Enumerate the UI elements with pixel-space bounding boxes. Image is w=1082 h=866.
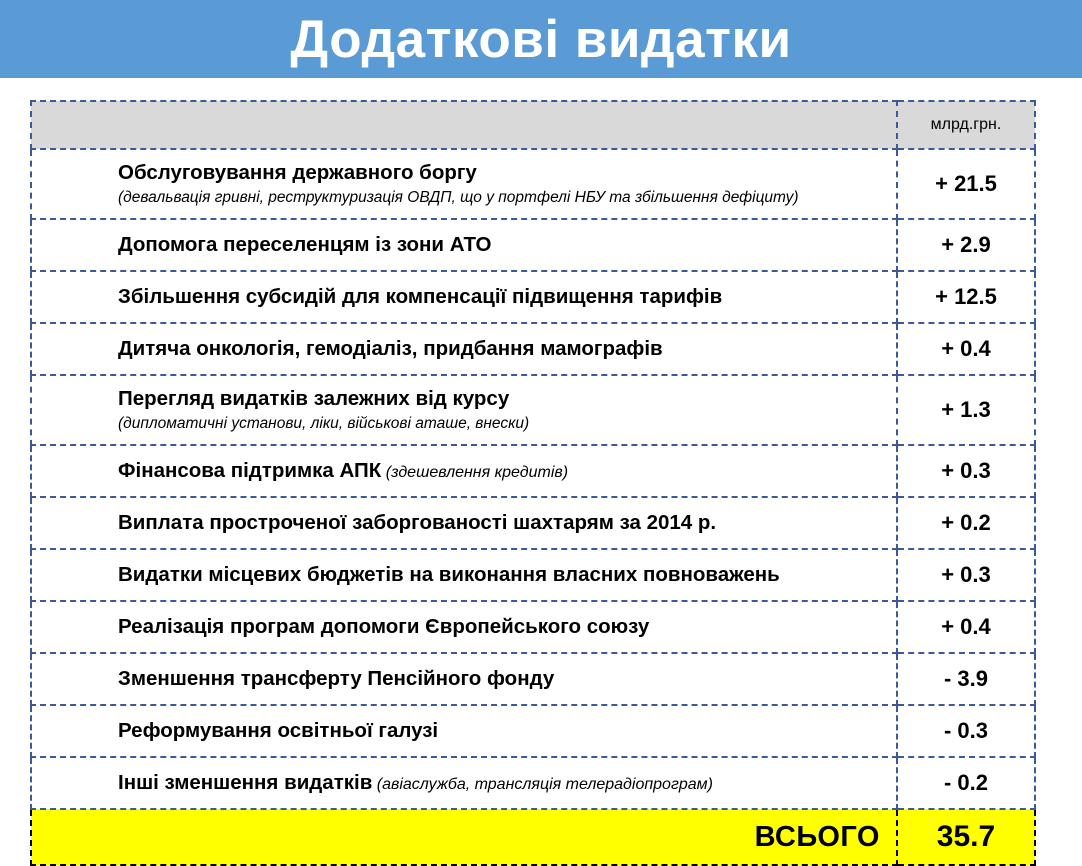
row-label-box: Збільшення субсидій для компенсації підв… bbox=[32, 279, 896, 316]
row-label-cell: Допомога переселенцям із зони АТО bbox=[30, 218, 898, 272]
budget-table-body: млрд.грн. Обслуговування державного борг… bbox=[30, 100, 1036, 866]
row-value-cell: - 0.3 bbox=[896, 704, 1036, 758]
row-value-text: + 12.5 bbox=[935, 284, 997, 309]
row-value-text: - 0.2 bbox=[943, 770, 989, 795]
row-label-text: Перегляд видатків залежних від курсу bbox=[118, 387, 510, 411]
total-label-cell: ВСЬОГО bbox=[30, 808, 898, 866]
row-value-text: + 0.4 bbox=[941, 336, 991, 361]
row-label-cell: Обслуговування державного боргу (девальва… bbox=[30, 148, 898, 220]
table-total-row: ВСЬОГО 35.7 bbox=[30, 808, 1036, 866]
row-label-cell: Реалізація програм допомоги Європейськог… bbox=[30, 600, 898, 654]
row-value-cell: + 0.4 bbox=[896, 322, 1036, 376]
row-label-box: Фінансова підтримка АПК (здешевлення кре… bbox=[32, 453, 896, 490]
row-label-cell: Видатки місцевих бюджетів на виконання в… bbox=[30, 548, 898, 602]
unit-label: млрд.грн. bbox=[930, 116, 1002, 134]
row-value-cell: + 2.9 bbox=[896, 218, 1036, 272]
row-label-text: Інші зменшення видатків bbox=[118, 770, 373, 794]
header-cell-unit: млрд.грн. bbox=[896, 100, 1036, 150]
row-label-box: Обслуговування державного боргу (девальва… bbox=[32, 155, 896, 213]
row-label-text: Виплата простроченої заборгованості шахт… bbox=[118, 510, 717, 534]
row-label-box: Реалізація програм допомоги Європейськог… bbox=[32, 609, 896, 646]
total-value-text: 35.7 bbox=[936, 820, 996, 853]
total-label-text: ВСЬОГО bbox=[754, 820, 880, 853]
total-value-cell: 35.7 bbox=[896, 808, 1036, 866]
table-header-row: млрд.грн. bbox=[30, 100, 1036, 150]
header-cell-label bbox=[30, 100, 898, 150]
budget-table-container: млрд.грн. Обслуговування державного борг… bbox=[30, 100, 1036, 866]
row-value-cell: + 21.5 bbox=[896, 148, 1036, 220]
row-note-block: (девальвація гривні, реструктуризація ОВ… bbox=[118, 188, 799, 206]
row-label-cell: Реформування освітньої галузі bbox=[30, 704, 898, 758]
row-value-cell: - 3.9 bbox=[896, 652, 1036, 706]
header-label-text bbox=[32, 119, 896, 131]
row-note-inline: (авіаслужба, трансляція телерадіопрограм… bbox=[376, 775, 713, 793]
table-row: Видатки місцевих бюджетів на виконання в… bbox=[30, 548, 1036, 602]
row-note-inline: (здешевлення кредитів) bbox=[385, 463, 569, 481]
row-label-cell: Зменшення трансферту Пенсійного фонду bbox=[30, 652, 898, 706]
row-value-cell: - 0.2 bbox=[896, 756, 1036, 810]
row-label-text: Обслуговування державного боргу bbox=[118, 161, 477, 185]
row-value-cell: + 0.3 bbox=[896, 444, 1036, 498]
table-row: Допомога переселенцям із зони АТО + 2.9 bbox=[30, 218, 1036, 272]
row-label-box: Допомога переселенцям із зони АТО bbox=[32, 227, 896, 264]
row-label-cell: Дитяча онкологія, гемодіаліз, придбання … bbox=[30, 322, 898, 376]
row-label-text: Фінансова підтримка АПК bbox=[118, 458, 382, 482]
row-value-cell: + 1.3 bbox=[896, 374, 1036, 446]
table-row: Дитяча онкологія, гемодіаліз, придбання … bbox=[30, 322, 1036, 376]
table-row: Обслуговування державного боргу (девальва… bbox=[30, 148, 1036, 220]
row-label-box: Реформування освітньої галузі bbox=[32, 713, 896, 750]
title-banner: Додаткові видатки bbox=[0, 0, 1082, 78]
row-label-box: Інші зменшення видатків (авіаслужба, тра… bbox=[32, 765, 896, 802]
budget-table: млрд.грн. Обслуговування державного борг… bbox=[30, 100, 1036, 866]
row-label-cell: Фінансова підтримка АПК (здешевлення кре… bbox=[30, 444, 898, 498]
table-row: Збільшення субсидій для компенсації підв… bbox=[30, 270, 1036, 324]
row-label-cell: Збільшення субсидій для компенсації підв… bbox=[30, 270, 898, 324]
table-row: Виплата простроченої заборгованості шахт… bbox=[30, 496, 1036, 550]
row-value-text: + 0.4 bbox=[941, 614, 991, 639]
row-label-box: Виплата простроченої заборгованості шахт… bbox=[32, 505, 896, 542]
row-label-text: Допомога переселенцям із зони АТО bbox=[118, 232, 492, 256]
table-row: Реформування освітньої галузі - 0.3 bbox=[30, 704, 1036, 758]
row-value-text: + 1.3 bbox=[941, 397, 991, 422]
row-value-text: - 3.9 bbox=[943, 666, 989, 691]
row-value-text: - 0.3 bbox=[943, 718, 989, 743]
row-value-cell: + 0.3 bbox=[896, 548, 1036, 602]
row-label-box: Видатки місцевих бюджетів на виконання в… bbox=[32, 557, 896, 594]
table-row: Перегляд видатків залежних від курсу (дип… bbox=[30, 374, 1036, 446]
row-label-text: Зменшення трансферту Пенсійного фонду bbox=[118, 666, 555, 690]
row-note-block: (дипломатичні установи, ліки, військові … bbox=[118, 414, 530, 432]
row-value-text: + 21.5 bbox=[935, 171, 997, 196]
row-label-cell: Виплата простроченої заборгованості шахт… bbox=[30, 496, 898, 550]
row-value-text: + 2.9 bbox=[941, 232, 991, 257]
row-label-cell: Інші зменшення видатків (авіаслужба, тра… bbox=[30, 756, 898, 810]
table-row: Зменшення трансферту Пенсійного фонду - 3… bbox=[30, 652, 1036, 706]
row-label-cell: Перегляд видатків залежних від курсу (дип… bbox=[30, 374, 898, 446]
table-row: Фінансова підтримка АПК (здешевлення кре… bbox=[30, 444, 1036, 498]
row-value-text: + 0.2 bbox=[941, 510, 991, 535]
row-label-box: Перегляд видатків залежних від курсу (дип… bbox=[32, 381, 896, 439]
row-label-text: Дитяча онкологія, гемодіаліз, придбання … bbox=[118, 336, 663, 360]
row-value-text: + 0.3 bbox=[941, 458, 991, 483]
table-row: Інші зменшення видатків (авіаслужба, тра… bbox=[30, 756, 1036, 810]
page-title: Додаткові видатки bbox=[290, 9, 792, 69]
table-row: Реалізація програм допомоги Європейськог… bbox=[30, 600, 1036, 654]
row-value-cell: + 0.4 bbox=[896, 600, 1036, 654]
row-label-text: Видатки місцевих бюджетів на виконання в… bbox=[118, 562, 780, 586]
row-value-cell: + 0.2 bbox=[896, 496, 1036, 550]
row-label-text: Збільшення субсидій для компенсації підв… bbox=[118, 284, 723, 308]
row-label-box: Дитяча онкологія, гемодіаліз, придбання … bbox=[32, 331, 896, 368]
row-value-cell: + 12.5 bbox=[896, 270, 1036, 324]
row-label-box: Зменшення трансферту Пенсійного фонду bbox=[32, 661, 896, 698]
row-value-text: + 0.3 bbox=[941, 562, 991, 587]
row-label-text: Реформування освітньої галузі bbox=[118, 718, 439, 742]
row-label-text: Реалізація програм допомоги Європейськог… bbox=[118, 614, 650, 638]
